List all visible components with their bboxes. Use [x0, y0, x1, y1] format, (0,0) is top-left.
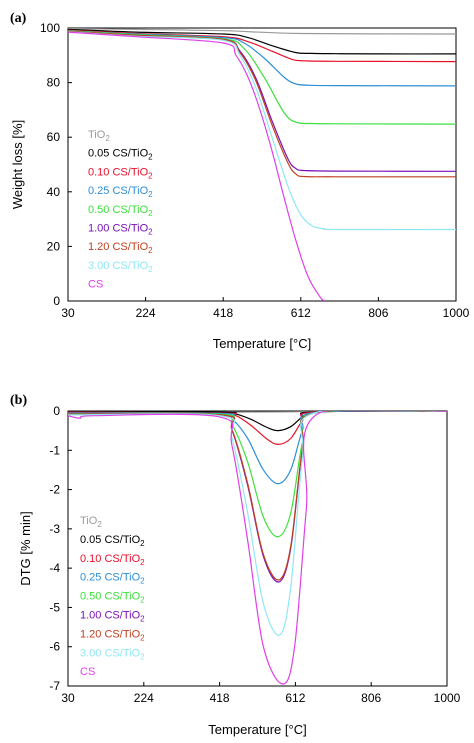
x-tick-label: 418	[213, 306, 233, 320]
series-group	[68, 411, 447, 685]
legend-entry-1-00-cs-tio2: 1.00 CS/TiO2	[80, 610, 145, 624]
y-tick-label: -5	[49, 600, 60, 614]
legend-entry-cs: CS	[88, 279, 103, 291]
legend-entry-0-50-cs-tio2: 0.50 CS/TiO2	[88, 204, 153, 218]
x-tick-label: 612	[285, 691, 305, 705]
series-line-0-10-cs-tio2	[68, 411, 447, 446]
y-tick-label: 0	[53, 294, 60, 308]
y-tick-label: 100	[40, 21, 60, 35]
legend-entry-1-00-cs-tio2: 1.00 CS/TiO2	[88, 223, 153, 237]
legend-entry-3-00-cs-tio2: 3.00 CS/TiO2	[88, 260, 153, 274]
chart-panel-a: 30 224 418 612 806 1000 0 20 40 60 80 100 Temperatur…	[10, 11, 470, 351]
chart-panel-b: 30 224 418 612 806 1000 0 -1 -2 -3 -4 -5 -6 -7 Tempera…	[10, 393, 461, 737]
series-line-0-05-cs-tio2	[68, 28, 456, 55]
series-line-0-50-cs-tio2	[68, 30, 456, 125]
legend-entry-0-05-cs-tio2: 0.05 CS/TiO2	[80, 534, 145, 548]
legend-entry-tio2: TiO2	[80, 515, 102, 529]
y-axis-title: DTG [% min]	[18, 511, 33, 585]
y-tick-label: 0	[53, 404, 60, 418]
series-line-tio2	[68, 28, 456, 35]
x-tick-label: 224	[136, 306, 156, 320]
y-tick-label: -2	[49, 483, 60, 497]
legend-entry-0-10-cs-tio2: 0.10 CS/TiO2	[88, 166, 153, 180]
series-line-1-20-cs-tio2	[68, 411, 447, 581]
series-line-0-50-cs-tio2	[68, 411, 447, 538]
y-tick-label: -7	[49, 679, 60, 693]
legend-entry-1-20-cs-tio2: 1.20 CS/TiO2	[88, 241, 153, 255]
series-line-3-00-cs-tio2	[68, 31, 456, 231]
x-axis-title: Temperature [°C]	[208, 722, 306, 737]
x-tick-label: 30	[61, 306, 75, 320]
legend-entry-0-50-cs-tio2: 0.50 CS/TiO2	[80, 591, 145, 605]
y-tick-label: 40	[47, 185, 61, 199]
legend-entry-0-10-cs-tio2: 0.10 CS/TiO2	[80, 553, 145, 567]
x-axis-title: Temperature [°C]	[213, 336, 311, 351]
legend-entry-3-00-cs-tio2: 3.00 CS/TiO2	[80, 647, 145, 661]
x-tick-label: 224	[134, 691, 154, 705]
series-line-0-25-cs-tio2	[68, 30, 456, 87]
legend-entry-tio2: TiO2	[88, 129, 110, 143]
x-tick-label: 1000	[443, 306, 470, 320]
x-tick-label: 612	[291, 306, 311, 320]
series-line-cs	[68, 411, 447, 685]
legend-entry-cs: CS	[80, 666, 95, 678]
series-line-3-00-cs-tio2	[68, 411, 447, 636]
legend-entry-0-05-cs-tio2: 0.05 CS/TiO2	[88, 148, 153, 162]
series-line-1-20-cs-tio2	[68, 30, 456, 178]
y-tick-label: 20	[47, 239, 61, 253]
x-tick-label: 418	[210, 691, 230, 705]
plot-frame	[67, 410, 448, 687]
series-group	[68, 28, 456, 301]
y-tick-label: -4	[49, 561, 60, 575]
panel-label: (b)	[10, 393, 27, 408]
x-tick-label: 1000	[434, 691, 461, 705]
y-tick-label: -1	[49, 443, 60, 457]
y-tick-label: -6	[49, 640, 60, 654]
x-tick-label: 30	[61, 691, 75, 705]
series-line-0-25-cs-tio2	[68, 411, 447, 485]
series-line-cs	[68, 31, 326, 301]
series-line-0-05-cs-tio2	[68, 411, 447, 432]
x-tick-label: 806	[361, 691, 381, 705]
y-tick-label: 60	[47, 130, 61, 144]
plot-frame	[67, 27, 457, 302]
legend-entry-1-20-cs-tio2: 1.20 CS/TiO2	[80, 628, 145, 642]
panel-label: (a)	[10, 11, 27, 26]
y-axis-title: Weight loss [%]	[10, 120, 25, 209]
x-tick-label: 806	[368, 306, 388, 320]
y-tick-label: 80	[47, 76, 61, 90]
y-tick-label: -3	[49, 522, 60, 536]
legend-entry-0-25-cs-tio2: 0.25 CS/TiO2	[80, 572, 145, 586]
legend-entry-0-25-cs-tio2: 0.25 CS/TiO2	[88, 185, 153, 199]
